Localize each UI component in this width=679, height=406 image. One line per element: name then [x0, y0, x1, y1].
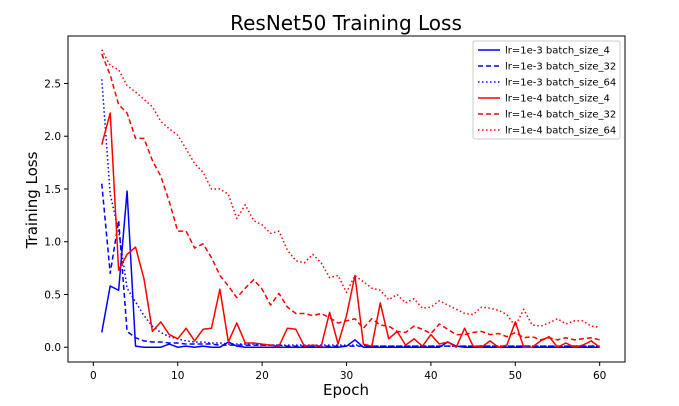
x-axis: 0 10 20 30 40 50 60 [90, 362, 606, 382]
series-layer [101, 49, 601, 348]
x-tick-label: 50 [509, 370, 522, 382]
x-tick-label: 0 [90, 370, 97, 382]
x-tick-label: 60 [593, 370, 606, 382]
y-tick-label: 2.0 [44, 131, 61, 143]
series-line-6 [101, 49, 600, 328]
legend-label: lr=1e-4 batch_size_4 [505, 94, 610, 105]
y-tick-label: 0.5 [44, 289, 61, 301]
series-line-3 [101, 79, 600, 347]
y-tick-label: 0.0 [44, 342, 61, 354]
x-tick-label: 20 [255, 370, 268, 382]
series-line-1 [101, 190, 600, 348]
series-line-4 [101, 112, 601, 348]
x-tick-label: 40 [424, 370, 437, 382]
x-tick-label: 30 [340, 370, 353, 382]
series-line-2 [101, 183, 600, 347]
legend-label: lr=1e-3 batch_size_32 [505, 62, 616, 73]
y-axis-label: Training Loss [23, 151, 41, 249]
legend-label: lr=1e-4 batch_size_64 [505, 126, 616, 137]
x-tick-label: 10 [171, 370, 184, 382]
legend-label: lr=1e-3 batch_size_64 [505, 78, 616, 89]
chart-title: ResNet50 Training Loss [230, 11, 462, 35]
plot-area [67, 35, 626, 363]
legend-label: lr=1e-3 batch_size_4 [505, 46, 610, 57]
y-tick-label: 1.0 [44, 237, 61, 249]
legend-label: lr=1e-4 batch_size_32 [505, 110, 616, 121]
y-axis: 0.0 0.5 1.0 1.5 2.0 2.5 [44, 78, 68, 354]
y-tick-label: 1.5 [44, 184, 61, 196]
x-axis-label: Epoch [323, 381, 369, 399]
legend-box [472, 40, 621, 140]
legend: lr=1e-3 batch_size_4 lr=1e-3 batch_size_3… [472, 40, 621, 140]
y-tick-label: 2.5 [44, 78, 61, 90]
